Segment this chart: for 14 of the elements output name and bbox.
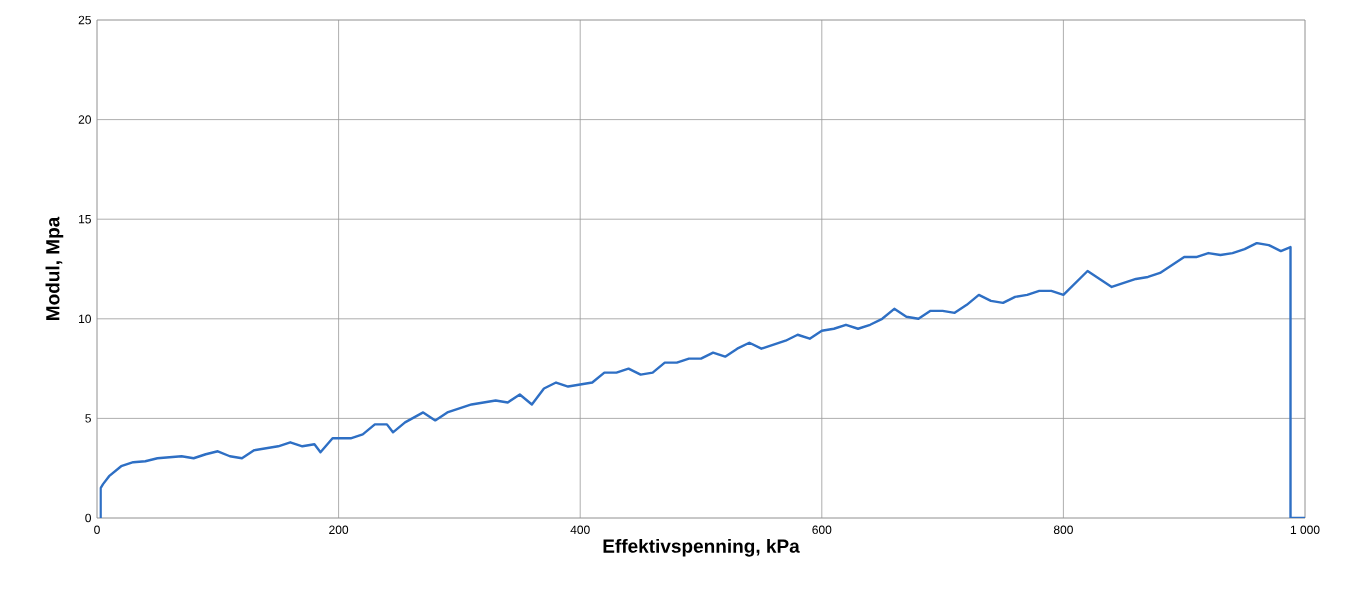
x-tick-label: 400 — [570, 525, 590, 535]
y-tick-label: 20 — [78, 115, 91, 124]
x-axis-title: Effektivspenning, kPa — [603, 538, 800, 557]
x-tick-label: 200 — [329, 525, 349, 535]
y-tick-label: 0 — [85, 513, 92, 523]
x-tick-label: 1 000 — [1290, 525, 1320, 535]
y-tick-label: 10 — [79, 314, 91, 324]
y-axis-title: Modul, Mpa — [45, 216, 64, 320]
y-tick-label: 25 — [78, 15, 91, 25]
x-tick-label: 0 — [94, 525, 100, 535]
x-tick-label: 600 — [812, 525, 832, 535]
x-tick-label: 800 — [1053, 525, 1073, 535]
y-tick-label: 15 — [79, 215, 91, 224]
y-tick-label: 5 — [85, 414, 91, 423]
